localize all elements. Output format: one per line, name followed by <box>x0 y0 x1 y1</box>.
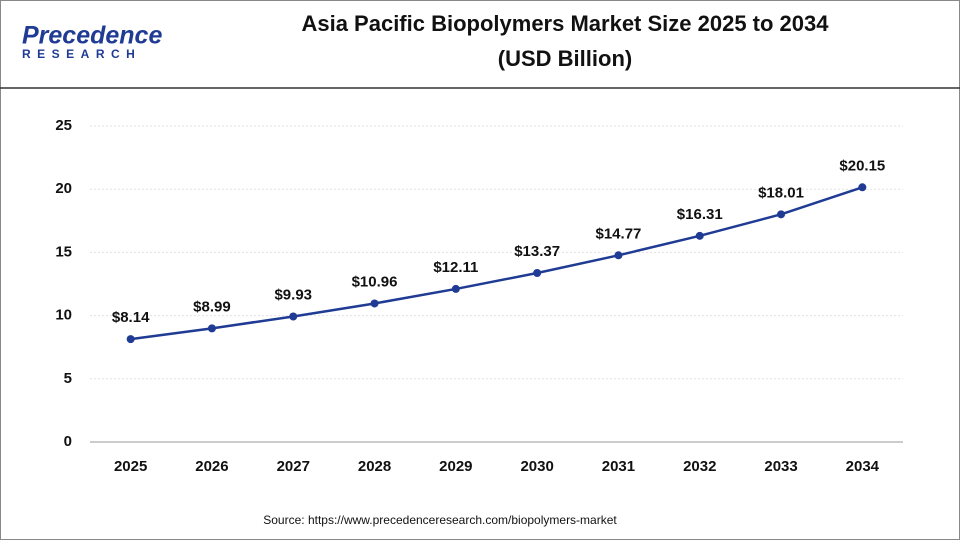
logo-name: Precedence <box>22 22 162 50</box>
x-tick-label: 2033 <box>764 458 797 475</box>
x-tick-label: 2027 <box>277 458 310 475</box>
data-point <box>695 231 704 240</box>
data-point <box>777 210 786 219</box>
data-point <box>126 335 135 344</box>
data-point <box>370 299 379 308</box>
value-label: $12.11 <box>433 259 478 276</box>
chart-title: Asia Pacific Biopolymers Market Size 202… <box>301 11 829 36</box>
x-tick-label: 2030 <box>520 458 553 475</box>
x-tick-label: 2028 <box>358 458 391 475</box>
data-point <box>858 183 867 192</box>
source-note: Source: https://www.precedenceresearch.c… <box>263 513 617 527</box>
x-tick-label: 2029 <box>439 458 472 475</box>
y-tick-label: 15 <box>55 243 72 260</box>
x-tick-label: 2025 <box>114 458 147 475</box>
data-point <box>289 312 298 321</box>
x-tick-label: 2032 <box>683 458 716 475</box>
data-point <box>533 269 542 278</box>
x-tick-label: 2026 <box>195 458 228 475</box>
value-label: $13.37 <box>514 243 560 260</box>
logo-tagline: RESEARCH <box>22 47 141 61</box>
x-tick-label: 2031 <box>602 458 635 475</box>
value-label: $14.77 <box>596 225 642 242</box>
y-tick-label: 0 <box>64 433 72 450</box>
value-label: $18.01 <box>758 184 804 201</box>
y-tick-label: 10 <box>55 307 72 324</box>
value-label: $8.14 <box>112 309 150 326</box>
y-tick-label: 20 <box>55 180 72 197</box>
data-point <box>207 324 216 333</box>
value-label: $8.99 <box>193 298 231 315</box>
value-label: $10.96 <box>352 273 398 290</box>
chart-subtitle: (USD Billion) <box>498 46 632 71</box>
data-line <box>130 186 863 341</box>
value-label: $20.15 <box>839 157 885 174</box>
data-point <box>451 284 460 293</box>
value-label: $9.93 <box>274 286 312 303</box>
y-tick-label: 5 <box>64 370 72 387</box>
value-label: $16.31 <box>677 206 723 223</box>
data-point <box>614 251 623 260</box>
x-tick-label: 2034 <box>846 458 880 475</box>
y-tick-label: 25 <box>55 117 72 134</box>
